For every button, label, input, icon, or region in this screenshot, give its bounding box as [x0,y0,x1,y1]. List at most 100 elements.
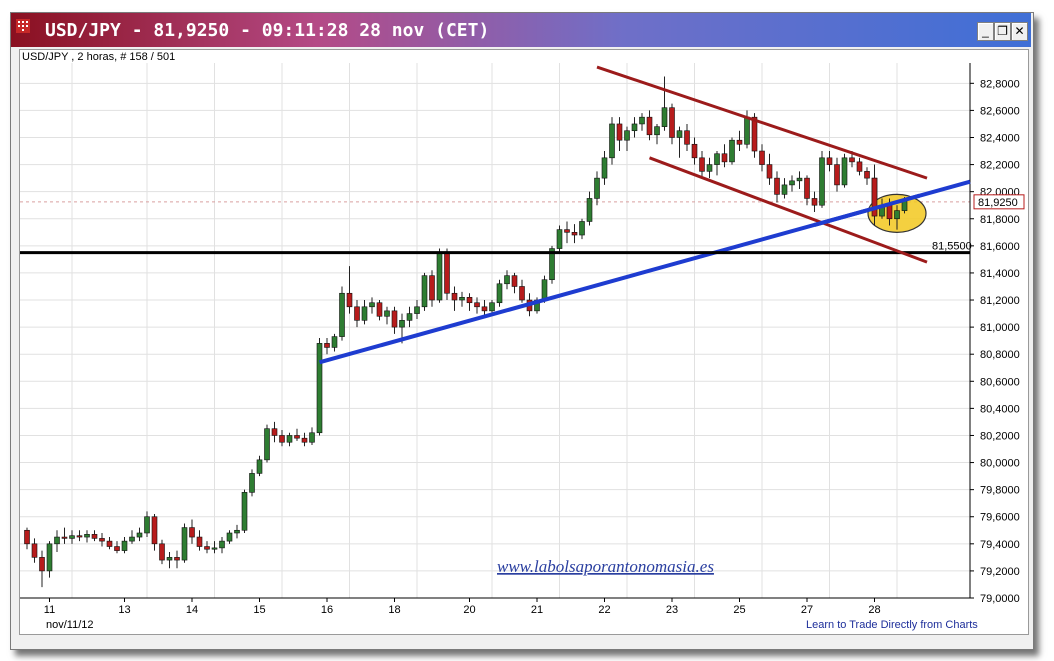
candle-body [609,123,615,159]
candle-body [601,157,608,179]
candle-body [834,164,840,186]
y-tick-label: 82,6000 [980,105,1020,117]
candle-body [189,527,195,538]
candle-body [376,302,383,317]
candle-body [774,177,780,195]
candle-body [781,184,788,195]
candle-body [324,343,330,348]
y-tick-label: 81,4000 [980,268,1020,280]
window-title: USD/JPY - 81,9250 - 09:11:28 28 nov (CET… [45,20,490,41]
candle-body [684,130,690,145]
candle-body [174,557,180,561]
restore-button[interactable]: ❐ [994,22,1011,41]
chart-subtitle: USD/JPY , 2 horas, # 158 / 501 [22,51,176,63]
candle-body [466,297,473,304]
candle-body [864,171,870,179]
candle-body [129,536,135,542]
y-tick-label: 80,4000 [980,403,1020,415]
candle-body [166,557,173,561]
candle-body [421,275,428,308]
y-tick-label: 79,4000 [980,539,1020,551]
candle-body [841,157,848,186]
candle-body [406,313,413,321]
x-tick-label: 18 [388,604,400,616]
candle-body [144,516,150,534]
candle-body [631,123,638,132]
candle-body [729,139,735,163]
candle-body [706,164,713,172]
candle-body [436,252,443,301]
candle-body [301,437,308,443]
y-tick-label: 81,0000 [980,322,1020,334]
candle-body [99,538,105,542]
candle-body [451,292,458,301]
candle-body [594,177,600,199]
candles [24,76,908,588]
candle-body [444,252,450,294]
candle-body [811,198,818,206]
candle-body [384,310,390,317]
watermark[interactable]: www.labolsaporantonomasia.es [497,557,714,576]
minimize-button[interactable]: _ [977,22,994,41]
y-tick-label: 80,0000 [980,458,1020,470]
candle-body [159,543,165,561]
candle-body [511,275,518,287]
candle-body [91,534,98,539]
candle-body [504,275,510,285]
support-level-label: 81,5500 [932,241,972,253]
candle-body [751,116,758,152]
candle-body [39,557,45,572]
candle-body [354,306,360,321]
x-tick-label: 14 [186,604,198,616]
candle-body [826,157,833,165]
candle-body [361,306,368,321]
candle-body [744,116,750,145]
candle-body [196,536,203,547]
candle-body [219,540,225,549]
candle-body [391,310,398,328]
title-bar[interactable]: USD/JPY - 81,9250 - 09:11:28 28 nov (CET… [11,13,1031,47]
candle-body [309,432,315,443]
x-tick-label: 28 [868,604,880,616]
x-tick-label: 23 [666,604,678,616]
candle-body [714,153,720,165]
candle-body [241,492,248,531]
candle-body [151,516,158,545]
x-axis: 11 13 14 15 16 18 20 21 22 23 25 27 28 [20,597,970,616]
candle-body [256,459,263,474]
x-tick-label: 27 [801,604,813,616]
candle-body [54,536,60,545]
candle-body [76,535,83,538]
candle-body [31,543,38,558]
x-tick-label: 11 [44,604,55,616]
candle-body [789,180,795,186]
candle-body [564,229,570,233]
y-tick-label: 79,0000 [980,593,1020,605]
candle-body [886,204,893,220]
x-axis-date-label: nov/11/12 [46,619,94,631]
y-tick-label: 80,6000 [980,376,1020,388]
candle-body [316,343,323,434]
learn-link[interactable]: Learn to Trade Directly from Charts [806,619,978,631]
y-tick-label: 81,2000 [980,295,1020,307]
candle-body [264,428,270,461]
candle-body [676,130,683,138]
y-tick-label: 80,2000 [980,430,1020,442]
chart-panel [19,49,1029,635]
candle-body [399,320,405,328]
candle-body [286,435,293,443]
x-tick-label: 16 [321,604,333,616]
candle-body [721,153,728,163]
candle-body [849,157,855,163]
candle-body [459,297,465,301]
candle-body [226,532,233,542]
candle-body [369,302,375,308]
last-price-label: 81,9250 [978,197,1018,209]
overlay: 81,5500 81,9250 [813,164,1025,253]
candle-body [766,164,773,179]
annotation-lines [20,65,970,365]
channel-lower-line [648,156,928,264]
candle-body [759,150,765,165]
close-button[interactable]: ✕ [1011,22,1028,41]
